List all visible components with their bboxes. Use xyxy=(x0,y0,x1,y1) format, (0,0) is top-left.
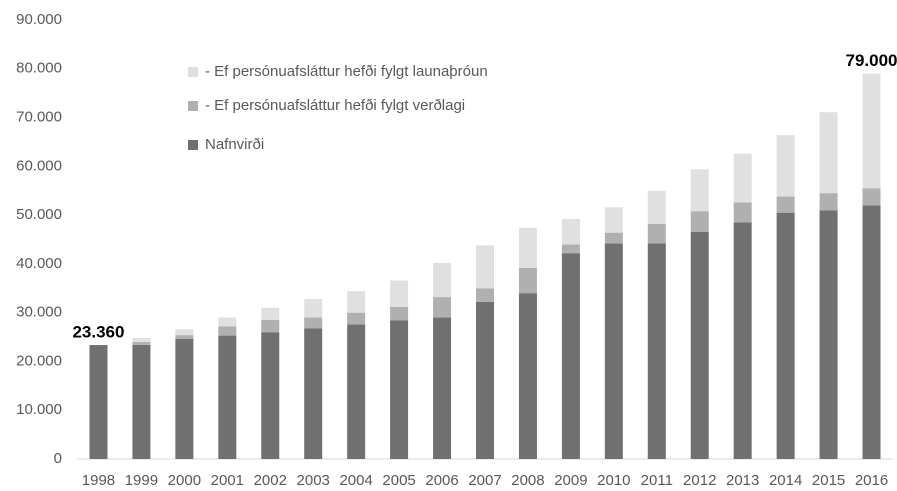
x-tick-label: 2004 xyxy=(339,472,372,489)
y-tick-label: 0 xyxy=(54,450,62,467)
x-tick-label: 2014 xyxy=(769,472,802,489)
data-label: 23.360 xyxy=(72,323,124,342)
bar-segment xyxy=(647,190,666,224)
y-tick-label: 20.000 xyxy=(16,352,62,369)
bar-segment xyxy=(604,243,623,459)
bar-segment xyxy=(733,222,752,459)
legend-label: - Ef persónuafsláttur hefði fylgt verðla… xyxy=(205,97,465,114)
bar-segment xyxy=(819,112,838,194)
x-tick-label: 2008 xyxy=(511,472,544,489)
bar-segment xyxy=(347,291,366,313)
bar-segment xyxy=(218,317,237,327)
bar-segment xyxy=(390,280,409,307)
x-tick-label: 2007 xyxy=(468,472,501,489)
bar-segment xyxy=(561,244,580,254)
bar-segment xyxy=(776,135,795,197)
bar-segment xyxy=(261,307,280,320)
bar-segment xyxy=(733,202,752,223)
legend-swatch xyxy=(188,67,198,77)
legend-swatch xyxy=(188,140,198,150)
bar-segment xyxy=(776,196,795,213)
x-tick-label: 1998 xyxy=(82,472,115,489)
bar-segment xyxy=(175,335,194,340)
y-tick-label: 30.000 xyxy=(16,304,62,321)
bar-segment xyxy=(776,212,795,459)
bar-segment xyxy=(261,319,280,333)
bar-segment xyxy=(862,188,881,206)
x-tick-label: 2002 xyxy=(254,472,287,489)
bar-segment xyxy=(304,317,323,329)
bar-segment xyxy=(690,169,709,212)
data-label: 79.000 xyxy=(846,51,897,70)
bar-segment xyxy=(561,219,580,245)
legend-label: Nafnvirði xyxy=(205,136,264,153)
x-tick-label: 2009 xyxy=(554,472,587,489)
legend-label: - Ef persónuafsláttur hefði fylgt launaþ… xyxy=(205,63,488,80)
bar-segment xyxy=(647,243,666,459)
y-tick-label: 80.000 xyxy=(16,60,62,77)
bar-segment xyxy=(89,345,108,459)
x-tick-label: 2010 xyxy=(597,472,630,489)
bar-segment xyxy=(862,205,881,459)
x-tick-label: 2011 xyxy=(641,472,673,489)
bar-segment xyxy=(132,341,151,345)
bar-segment xyxy=(604,207,623,233)
bar-segment xyxy=(433,297,452,318)
bar-segment xyxy=(304,328,323,459)
y-tick-label: 50.000 xyxy=(16,206,62,223)
bar-segment xyxy=(433,317,452,459)
legend-swatch xyxy=(188,101,198,111)
bar-segment xyxy=(175,339,194,459)
bar-segment xyxy=(476,245,494,289)
bar-segment xyxy=(390,306,409,321)
bar-segment xyxy=(690,231,709,459)
bar-segment xyxy=(604,232,623,244)
bar-segment xyxy=(476,301,494,459)
x-tick-label: 2000 xyxy=(168,472,201,489)
bar-segment xyxy=(218,326,237,336)
bar-segment xyxy=(132,338,151,342)
bar-segment xyxy=(390,320,409,459)
bar-segment xyxy=(518,293,537,459)
x-tick-label: 2013 xyxy=(726,472,759,489)
y-tick-label: 40.000 xyxy=(16,255,62,272)
bar-segment xyxy=(819,193,838,211)
x-tick-label: 2012 xyxy=(683,472,716,489)
y-tick-label: 70.000 xyxy=(16,109,62,126)
bar-segment xyxy=(561,253,580,459)
bar-segment xyxy=(819,210,838,459)
bar-segment xyxy=(518,267,537,294)
bar-segment xyxy=(476,288,494,302)
bar-segment xyxy=(862,73,881,189)
y-tick-label: 10.000 xyxy=(16,401,62,418)
bar-segment xyxy=(647,223,666,244)
x-tick-label: 2001 xyxy=(211,472,244,489)
x-tick-label: 2006 xyxy=(425,472,458,489)
bar-segment xyxy=(218,335,237,459)
bar-segment xyxy=(347,324,366,459)
bar-segment xyxy=(690,211,709,232)
bar-segment xyxy=(304,299,323,318)
y-tick-label: 60.000 xyxy=(16,157,62,174)
bar-segment xyxy=(261,332,280,459)
bar-segment xyxy=(175,329,194,336)
x-tick-label: 2016 xyxy=(855,472,888,489)
y-tick-label: 90.000 xyxy=(16,11,62,28)
bar-segment xyxy=(132,344,151,459)
x-tick-label: 2003 xyxy=(297,472,330,489)
bar-segment xyxy=(433,262,452,298)
x-tick-label: 2015 xyxy=(812,472,845,489)
bar-segment xyxy=(733,153,752,203)
x-tick-label: 2005 xyxy=(382,472,415,489)
x-tick-label: 1999 xyxy=(125,472,158,489)
bar-segment xyxy=(347,312,366,325)
bar-segment xyxy=(518,227,537,268)
